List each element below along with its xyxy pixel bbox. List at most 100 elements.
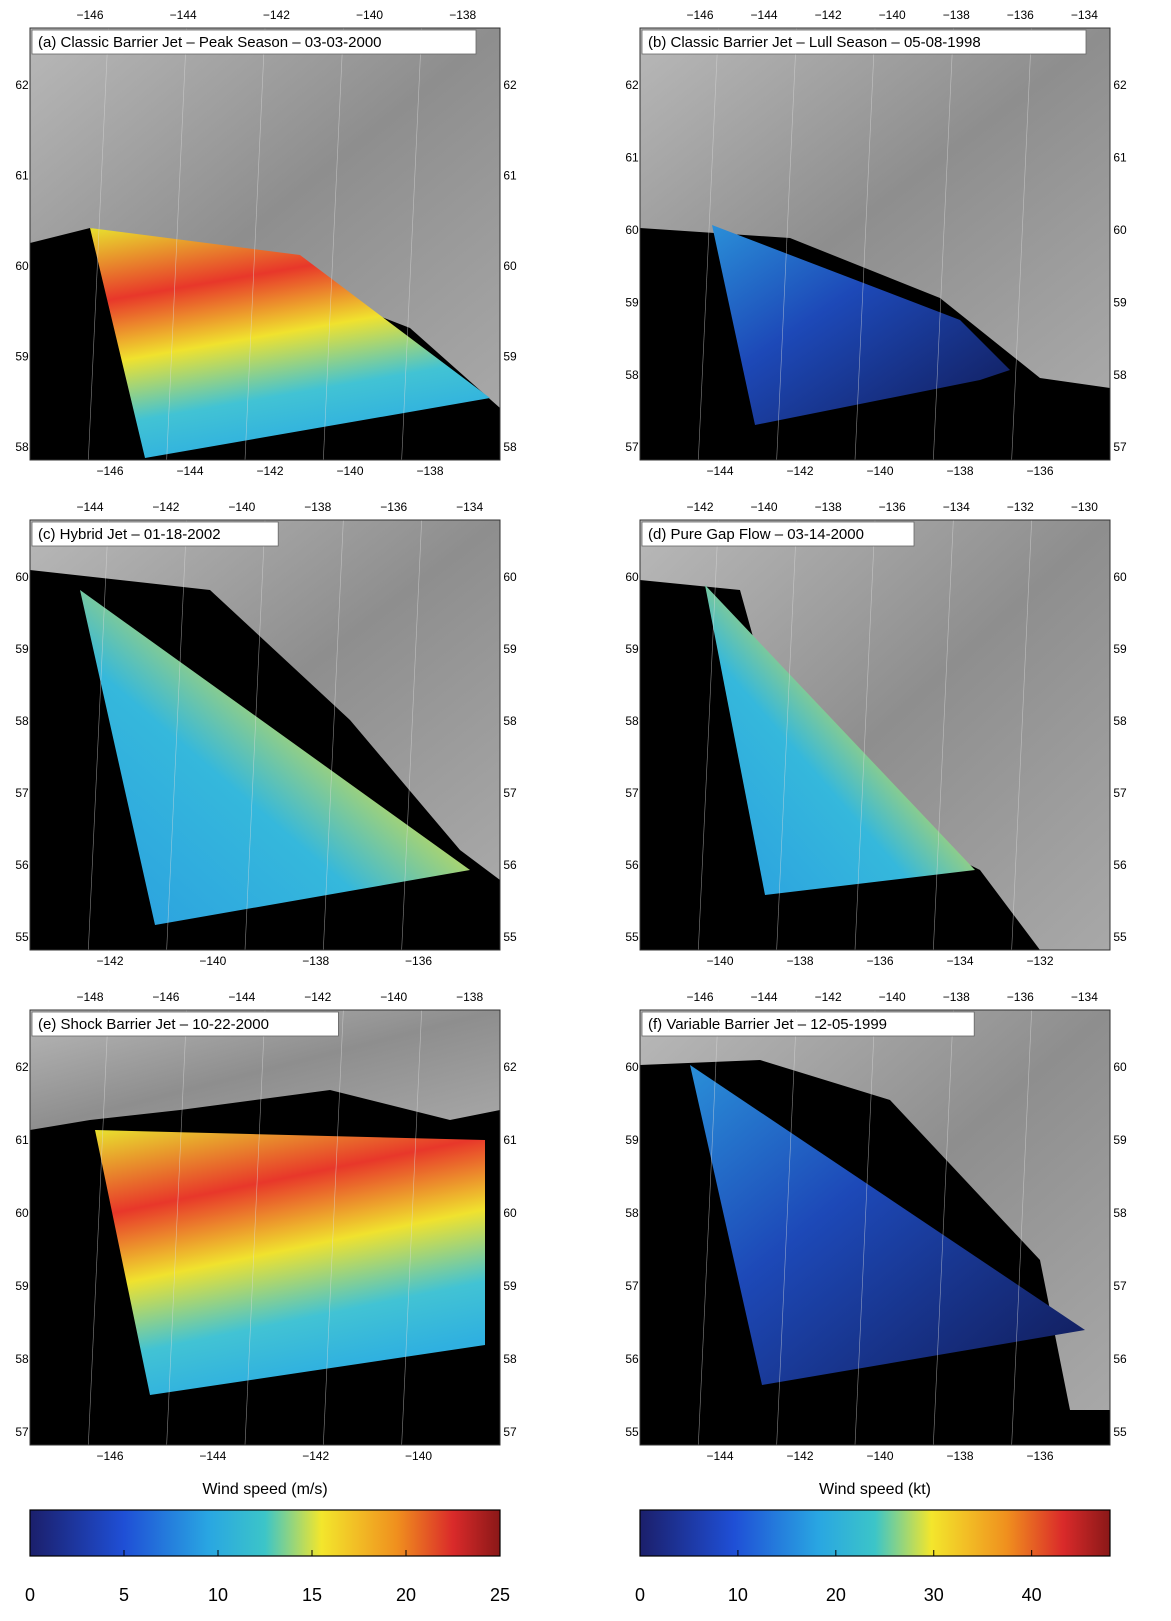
lon-label-top: −142 [686,500,713,514]
lon-label-top: −140 [879,990,906,1004]
lat-label-right: 57 [1113,440,1127,454]
lat-label-left: 58 [625,368,639,382]
lon-label-top: −140 [751,500,778,514]
lon-label-bottom: −140 [199,954,226,968]
colorbar-label: Wind speed (kt) [819,1481,931,1498]
lat-label-right: 55 [503,930,517,944]
lat-label-left: 59 [15,642,29,656]
lat-label-left: 60 [625,570,639,584]
lat-label-left: 58 [15,440,29,454]
lat-label-right: 59 [1113,642,1127,656]
map-panel: (f) Variable Barrier Jet – 12-05-1999−14… [625,990,1127,1463]
lon-label-top: −142 [263,8,290,22]
lon-label-top: −146 [686,8,713,22]
lat-label-left: 62 [15,1060,29,1074]
lon-label-bottom: −136 [866,954,893,968]
colorbar: Wind speed (m/s)0510152025 [25,1481,510,1605]
lat-label-left: 57 [625,440,639,454]
lat-label-right: 62 [503,78,517,92]
lon-label-bottom: −138 [302,954,329,968]
lat-label-right: 59 [1113,1133,1127,1147]
figure: (a) Classic Barrier Jet – Peak Season – … [0,0,1171,1616]
lon-label-bottom: −138 [416,464,443,478]
lon-label-top: −142 [815,8,842,22]
lat-label-left: 58 [15,1352,29,1366]
lat-label-left: 60 [625,1060,639,1074]
lon-label-bottom: −136 [1026,464,1053,478]
lat-label-right: 60 [503,1206,517,1220]
lon-label-bottom: −138 [786,954,813,968]
colorbar-tick-label: 0 [635,1585,645,1605]
panel-title: (d) Pure Gap Flow – 03-14-2000 [648,526,864,543]
colorbar-tick-label: 40 [1022,1585,1042,1605]
colorbar-tick-label: 10 [208,1585,228,1605]
lat-label-left: 60 [15,1206,29,1220]
lon-label-bottom: −142 [786,1449,813,1463]
lon-label-top: −130 [1071,500,1098,514]
panel-title: (a) Classic Barrier Jet – Peak Season – … [38,34,382,51]
lon-label-bottom: −144 [706,1449,733,1463]
lat-label-left: 57 [625,786,639,800]
lon-label-top: −144 [170,8,197,22]
lat-label-right: 61 [1113,151,1127,165]
lat-label-left: 62 [625,78,639,92]
lon-label-top: −140 [356,8,383,22]
lat-label-right: 59 [503,1279,517,1293]
lon-label-top: −134 [943,500,970,514]
lat-label-right: 56 [503,858,517,872]
panel-title: (c) Hybrid Jet – 01-18-2002 [38,526,221,543]
colorbar-tick-label: 15 [302,1585,322,1605]
lon-label-bottom: −138 [946,1449,973,1463]
lat-label-right: 60 [1113,570,1127,584]
lat-label-left: 60 [625,223,639,237]
panel-title: (b) Classic Barrier Jet – Lull Season – … [648,34,981,51]
lat-label-right: 61 [503,1133,517,1147]
lat-label-right: 58 [1113,368,1127,382]
lon-label-top: −138 [943,8,970,22]
lon-label-top: −132 [1007,500,1034,514]
lon-label-bottom: −140 [405,1449,432,1463]
lon-label-top: −136 [1007,8,1034,22]
lat-label-left: 59 [625,1133,639,1147]
lon-label-bottom: −140 [866,1449,893,1463]
lon-label-bottom: −146 [96,464,123,478]
lat-label-right: 62 [503,1060,517,1074]
map-panel: (c) Hybrid Jet – 01-18-2002−144−142−140−… [15,500,517,968]
lat-label-left: 60 [15,259,29,273]
lon-label-bottom: −142 [302,1449,329,1463]
colorbar-tick-label: 25 [490,1585,510,1605]
lat-label-right: 56 [1113,858,1127,872]
lon-label-top: −140 [228,500,255,514]
lat-label-right: 60 [1113,223,1127,237]
lon-label-top: −144 [751,990,778,1004]
lat-label-left: 56 [625,858,639,872]
lon-label-top: −140 [879,8,906,22]
lat-label-right: 60 [503,570,517,584]
lon-label-top: −134 [1071,990,1098,1004]
lat-label-left: 61 [625,151,639,165]
colorbar-tick-label: 20 [396,1585,416,1605]
lon-label-top: −140 [380,990,407,1004]
lon-label-bottom: −144 [176,464,203,478]
lat-label-right: 58 [1113,714,1127,728]
lat-label-left: 59 [15,1279,29,1293]
lat-label-right: 58 [503,440,517,454]
lon-label-top: −136 [1007,990,1034,1004]
lat-label-right: 58 [1113,1206,1127,1220]
lon-label-top: −134 [456,500,483,514]
lon-label-top: −142 [304,990,331,1004]
lat-label-right: 60 [1113,1060,1127,1074]
lat-label-left: 55 [625,930,639,944]
lon-label-top: −142 [152,500,179,514]
lat-label-right: 55 [1113,1425,1127,1439]
lon-label-top: −146 [76,8,103,22]
colorbar-tick-label: 20 [826,1585,846,1605]
lat-label-right: 58 [503,1352,517,1366]
lon-label-top: −138 [456,990,483,1004]
lat-label-left: 59 [625,642,639,656]
lon-label-bottom: −136 [1026,1449,1053,1463]
lat-label-left: 58 [625,1206,639,1220]
lat-label-left: 59 [625,295,639,309]
lon-label-top: −138 [815,500,842,514]
